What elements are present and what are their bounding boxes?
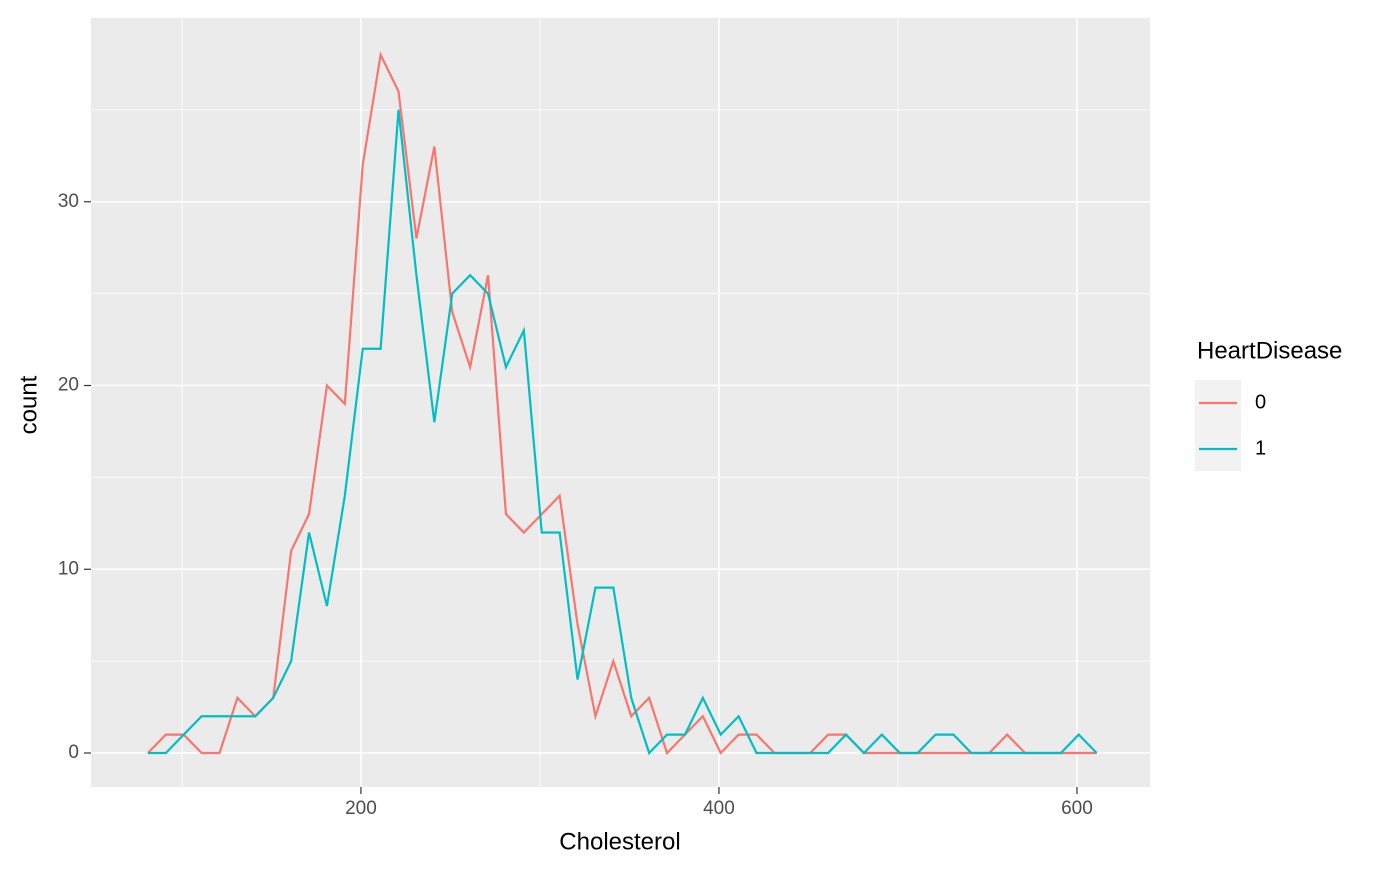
legend-title: HeartDisease [1197, 337, 1342, 364]
x-tick-label: 400 [703, 798, 735, 819]
x-axis-title: Cholesterol [559, 828, 680, 855]
x-tick-label: 600 [1061, 798, 1093, 819]
series-line [147, 51, 1097, 756]
legend-key-background [1195, 380, 1241, 471]
y-axis-title: count [15, 375, 42, 434]
panel [91, 18, 1150, 787]
legend-label: 0 [1255, 391, 1266, 413]
series-line [147, 109, 1098, 756]
y-tick-label: 20 [58, 375, 79, 396]
y-tick-label: 0 [68, 742, 79, 763]
y-tick-label: 30 [58, 191, 79, 212]
y-tick-label: 10 [58, 558, 79, 579]
x-tick-label: 200 [345, 798, 377, 819]
legend-label: 1 [1255, 437, 1266, 459]
